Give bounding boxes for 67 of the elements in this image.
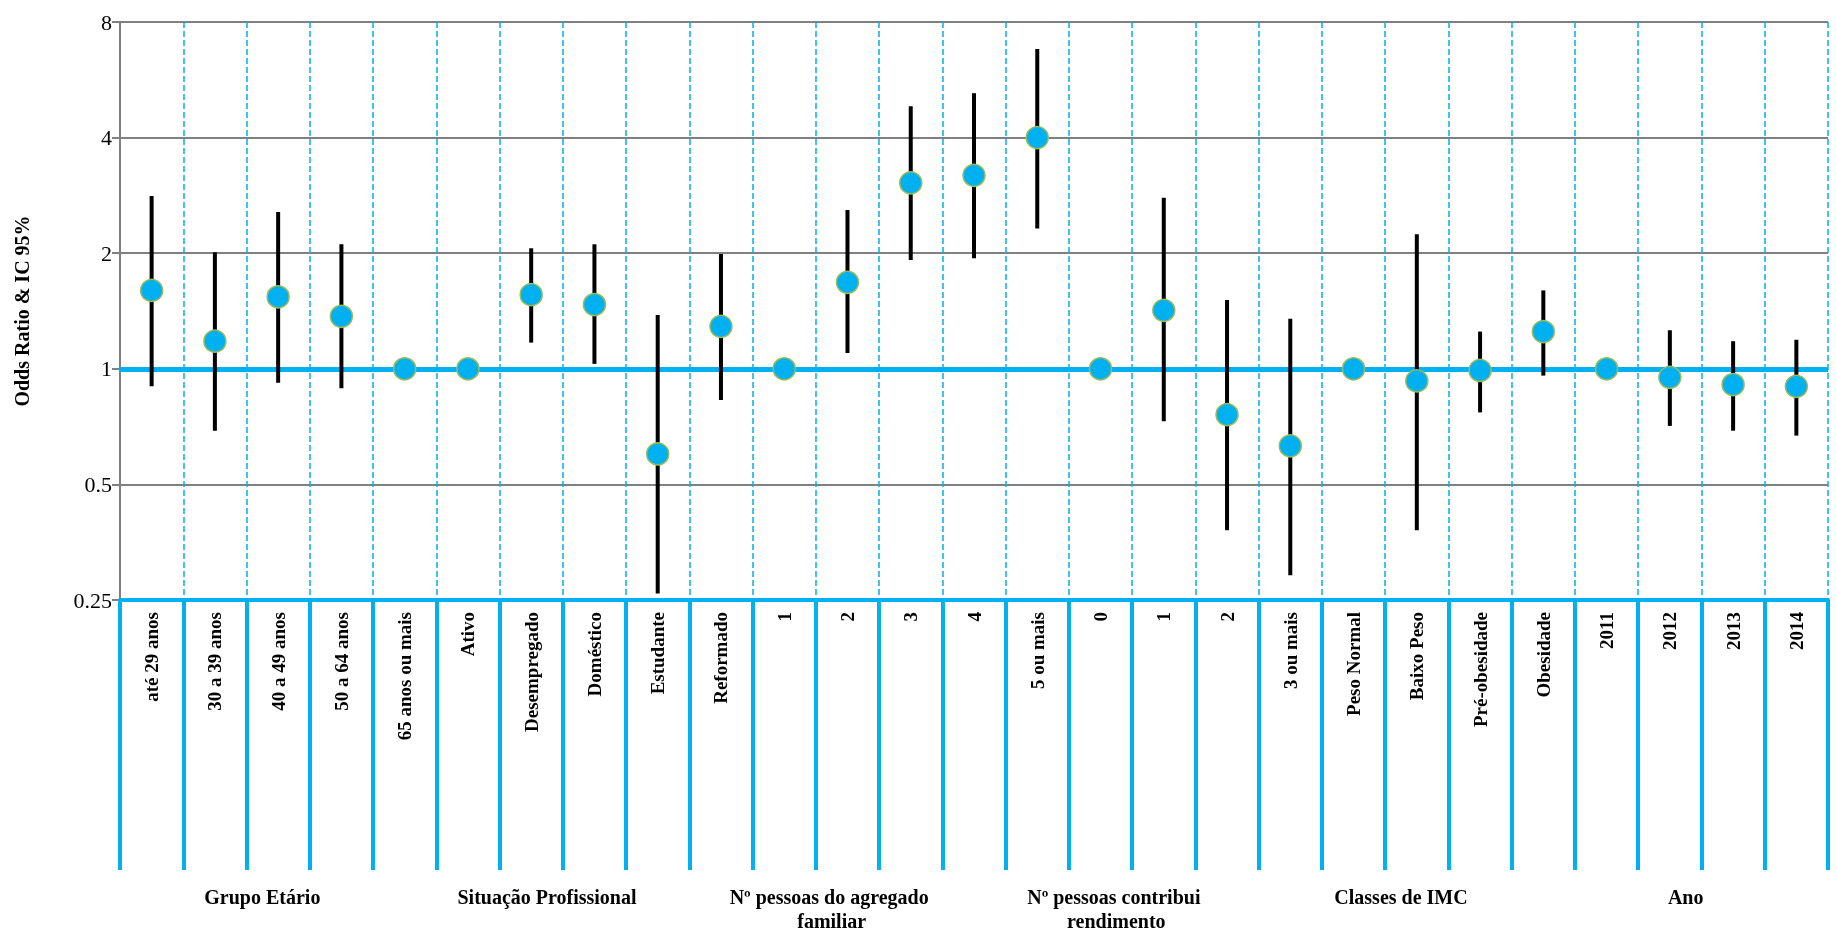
text: Grupo Etário (204, 886, 321, 909)
point (582, 292, 607, 317)
point (1721, 372, 1745, 397)
x-tick-label: Baixo Peso (1406, 612, 1428, 701)
point (1152, 298, 1176, 323)
text: Ano (1667, 886, 1704, 908)
point (519, 282, 543, 307)
point (1658, 365, 1682, 390)
point (1278, 434, 1303, 458)
point (1215, 402, 1239, 427)
point (772, 357, 796, 381)
point (203, 329, 227, 353)
y-tick-label: 8 (101, 9, 112, 35)
x-tick-label: 50 a 64 anos (330, 612, 352, 711)
point (266, 285, 290, 309)
point (392, 357, 417, 381)
x-tick-label: 1 (1153, 612, 1175, 622)
point (1088, 357, 1113, 381)
point (1468, 358, 1492, 383)
point (329, 304, 354, 329)
x-tick-label: Doméstico (583, 612, 605, 697)
point (899, 171, 923, 195)
point (1594, 357, 1619, 381)
y-tick-label: 0.25 (73, 587, 112, 613)
point (835, 270, 860, 295)
x-tick-label: 30 a 39 anos (204, 612, 226, 711)
x-tick-label: 3 ou mais (1279, 612, 1301, 690)
x-tick-label: 2014 (1785, 611, 1807, 650)
x-tick-label: Peso Normal (1343, 612, 1365, 716)
x-tick-label: 3 (900, 612, 922, 622)
point (456, 357, 480, 381)
point (1531, 319, 1556, 344)
text: Classes de IMC (1334, 886, 1468, 908)
x-tick-label: 2013 (1722, 612, 1744, 650)
x-tick-label: 4 (963, 611, 985, 622)
x-tick-label: 1 (773, 612, 795, 622)
y-axis-title: Odds Ratio & IC 95% (11, 215, 33, 407)
x-tick-label: Reformado (710, 612, 732, 704)
point (1405, 369, 1429, 393)
x-tick-label: Estudante (647, 612, 669, 695)
x-tick-label: 2011 (1596, 612, 1618, 649)
point (1025, 125, 1050, 150)
x-tick-label: Pré-obesidade (1469, 612, 1491, 728)
x-tick-label: 2012 (1659, 612, 1681, 650)
point (139, 278, 164, 303)
text: Nº pessoas contribui rendimento (1027, 886, 1206, 932)
point (1341, 357, 1366, 381)
x-tick-label: 2 (1216, 612, 1238, 622)
y-tick-label: 4 (101, 125, 112, 151)
x-tick-label: 0 (1090, 612, 1112, 622)
x-tick-label: Desempregado (520, 612, 542, 732)
point (1784, 374, 1809, 399)
x-tick-label: Obesidade (1532, 612, 1554, 698)
x-tick-label: 65 anos ou mais (394, 612, 416, 741)
y-tick-label: 2 (101, 240, 112, 266)
point (709, 314, 733, 339)
x-tick-label: 2 (836, 612, 858, 622)
point (645, 442, 670, 466)
text: Situação Profissional (457, 886, 637, 909)
x-tick-label: Ativo (457, 612, 479, 657)
x-tick-label: até 29 anos (141, 612, 163, 702)
x-tick-label: 5 ou mais (1026, 612, 1048, 690)
x-tick-label: 40 a 49 anos (267, 612, 289, 711)
point (962, 163, 986, 188)
y-tick-label: 1 (101, 356, 112, 382)
y-tick-label: 0.5 (84, 471, 112, 497)
text: Nº pessoas do agregado familiar (729, 886, 934, 932)
